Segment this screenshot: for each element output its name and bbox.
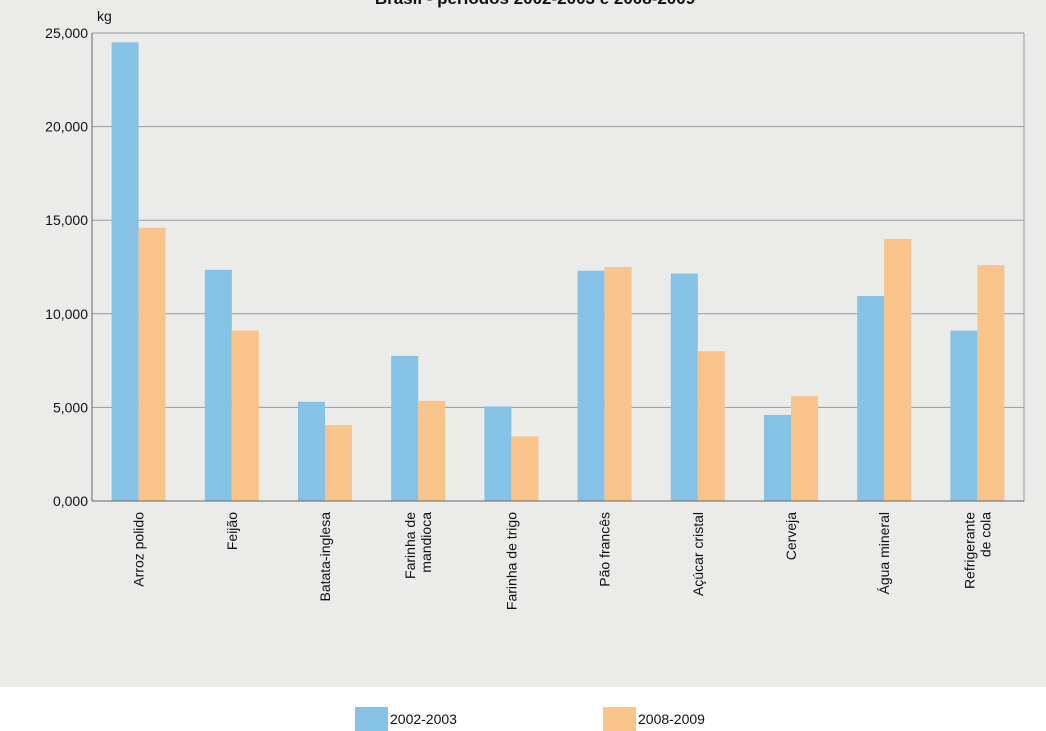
category-label: de cola bbox=[977, 512, 993, 557]
bar-2008-2009 bbox=[977, 265, 1005, 501]
category-label: Pão francês bbox=[597, 512, 613, 587]
y-tick-label: 10,000 bbox=[45, 306, 88, 322]
bar-2002-2003 bbox=[577, 270, 605, 501]
y-axis-ticks: 0,000 5,000 10,000 15,000 20,000 25,000 bbox=[45, 25, 88, 509]
chart-title: Brasil - períodos 2002-2003 e 2008-2009 bbox=[375, 0, 695, 8]
bar-2008-2009 bbox=[884, 238, 912, 502]
category-label: Farinha de bbox=[402, 512, 418, 579]
y-axis-unit: kg bbox=[97, 8, 112, 24]
y-tick-label: 0,000 bbox=[53, 493, 88, 509]
legend: 2002-2003 2008-2009 bbox=[355, 707, 705, 731]
bar-2008-2009 bbox=[697, 351, 725, 501]
bar-2008-2009 bbox=[511, 436, 539, 501]
bars bbox=[111, 42, 1005, 502]
category-label: Água mineral bbox=[876, 512, 892, 595]
bar-2002-2003 bbox=[111, 42, 139, 502]
category-label: Feijão bbox=[224, 512, 240, 550]
category-label: Refrigerante bbox=[961, 512, 977, 589]
legend-swatch bbox=[603, 707, 636, 731]
bar-2008-2009 bbox=[138, 227, 166, 502]
legend-label: 2008-2009 bbox=[638, 711, 705, 727]
bar-2002-2003 bbox=[484, 406, 512, 501]
bar-2008-2009 bbox=[791, 396, 818, 501]
bar-2008-2009 bbox=[325, 425, 352, 501]
y-tick-label: 15,000 bbox=[45, 212, 88, 228]
bar-2002-2003 bbox=[391, 355, 419, 501]
y-tick-label: 5,000 bbox=[53, 399, 88, 415]
category-label: mandioca bbox=[418, 512, 434, 573]
legend-swatch bbox=[355, 707, 388, 731]
bar-2002-2003 bbox=[950, 330, 978, 501]
bar-2002-2003 bbox=[764, 414, 791, 501]
bar-2008-2009 bbox=[418, 400, 446, 501]
bar-2002-2003 bbox=[857, 296, 885, 501]
bar-2002-2003 bbox=[670, 273, 698, 501]
y-tick-label: 20,000 bbox=[45, 119, 88, 135]
category-label: Batata-inglesa bbox=[317, 512, 333, 602]
category-label: Farinha de trigo bbox=[503, 512, 519, 610]
bar-2002-2003 bbox=[298, 401, 325, 501]
category-label: Açúcar cristal bbox=[690, 512, 706, 596]
category-label: Arroz polido bbox=[131, 512, 147, 587]
category-labels: Arroz polido Feijão Batata-inglesa Farinha … bbox=[131, 512, 994, 610]
y-tick-label: 25,000 bbox=[45, 25, 88, 41]
category-label: Cerveja bbox=[783, 512, 799, 560]
bar-2002-2003 bbox=[204, 269, 232, 501]
legend-label: 2002-2003 bbox=[390, 711, 457, 727]
bar-2008-2009 bbox=[231, 330, 259, 501]
bar-2008-2009 bbox=[604, 267, 632, 501]
axes bbox=[91, 33, 1025, 502]
